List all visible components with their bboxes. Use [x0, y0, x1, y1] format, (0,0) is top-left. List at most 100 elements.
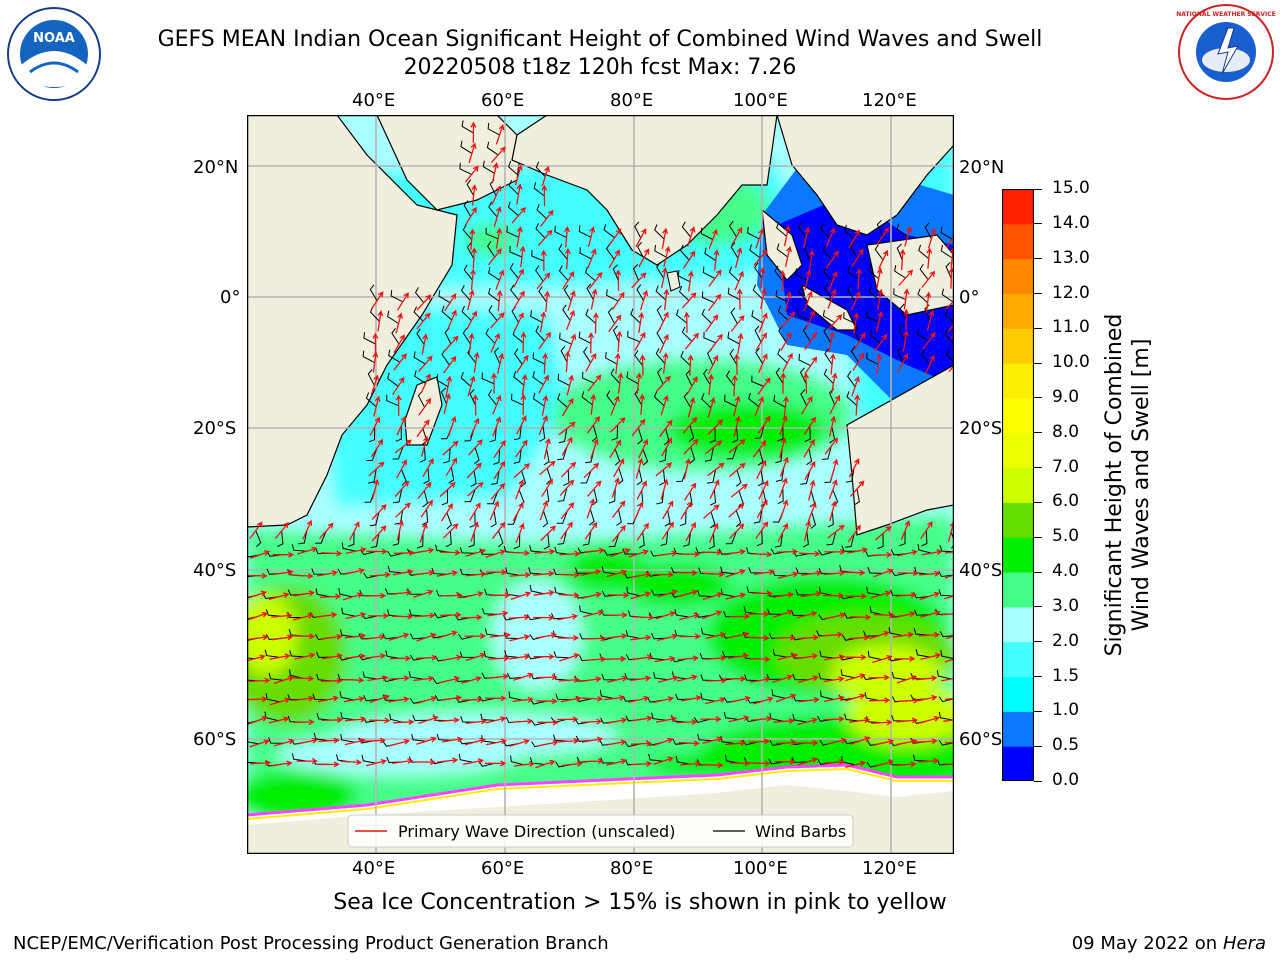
colorbar-cell [1002, 676, 1034, 712]
wind-barb [578, 225, 592, 238]
wave-direction-arrow [561, 436, 573, 456]
wind-barb [543, 448, 550, 466]
wave-direction-arrow [780, 311, 796, 329]
wind-barb [674, 608, 689, 618]
wave-direction-arrow [416, 632, 437, 642]
wind-barb [559, 332, 572, 345]
wave-direction-arrow [829, 394, 841, 415]
wave-direction-arrow [728, 523, 745, 540]
wave-direction-arrow [903, 308, 910, 331]
wave-direction-arrow [873, 568, 894, 578]
wind-barb [558, 243, 568, 260]
wind-barb [493, 449, 500, 465]
wind-barb [888, 627, 903, 637]
wind-barb [423, 467, 430, 484]
wave-direction-arrow [464, 206, 477, 226]
wind-barb [751, 310, 764, 324]
wind-barb [413, 351, 426, 365]
wave-direction-arrow [797, 757, 819, 766]
wind-barb [671, 671, 687, 680]
wind-barb [446, 512, 452, 530]
wave-direction-arrow [413, 675, 435, 682]
colorbar-tick-label: 0.0 [1052, 770, 1080, 790]
wave-direction-arrow [559, 653, 580, 662]
colorbar-tick-mark [1034, 223, 1042, 225]
wave-direction-arrow [922, 331, 936, 350]
wind-barb [468, 531, 475, 548]
wind-barb [490, 510, 497, 528]
wave-direction-arrow [631, 654, 654, 661]
wave-direction-arrow [756, 499, 768, 519]
wind-barb [393, 489, 403, 504]
wave-direction-arrow [272, 551, 295, 558]
wave-direction-arrow [736, 288, 743, 310]
wind-barb [653, 671, 668, 681]
wave-direction-arrow [655, 610, 676, 620]
wave-direction-arrow [540, 249, 547, 272]
wave-direction-arrow [293, 695, 315, 702]
wave-direction-arrow [580, 676, 602, 683]
wave-direction-arrow [439, 549, 462, 556]
wind-barb [802, 531, 809, 548]
wave-direction-arrow [734, 270, 744, 291]
wave-direction-arrow [872, 655, 893, 664]
wave-direction-arrow [364, 634, 386, 641]
wave-direction-arrow [320, 550, 343, 557]
wave-direction-arrow [845, 673, 866, 682]
wind-barb [899, 530, 906, 547]
wave-direction-arrow [292, 573, 314, 579]
wave-direction-arrow [371, 291, 384, 310]
wind-barb [701, 291, 715, 304]
wind-barb [479, 548, 495, 555]
wave-direction-arrow [870, 590, 892, 599]
wave-direction-arrow [247, 634, 269, 641]
wind-barb [940, 226, 953, 240]
wave-direction-arrow [467, 375, 476, 397]
wave-direction-arrow [465, 652, 486, 662]
wave-direction-arrow [495, 227, 503, 249]
wind-barb [869, 329, 881, 344]
wave-direction-arrow [707, 396, 716, 418]
wind-barb [341, 607, 356, 617]
wave-direction-arrow [511, 718, 534, 725]
wind-barb [529, 545, 545, 553]
wind-barb [845, 533, 855, 548]
colorbar-cell [1002, 293, 1034, 329]
colorbar-tick-label: 10.0 [1052, 352, 1090, 373]
lat-label-right: 20°N [959, 157, 1005, 178]
lon-label-bottom: 40°E [352, 858, 396, 879]
wave-direction-arrow [394, 439, 412, 454]
wind-barb [553, 651, 569, 659]
wave-direction-arrow [687, 270, 694, 292]
colorbar-tick-label: 9.0 [1052, 386, 1080, 407]
wave-direction-arrow [485, 738, 508, 746]
wave-direction-arrow [779, 437, 787, 458]
wind-barb [634, 221, 642, 239]
wind-barb [366, 448, 378, 461]
wind-barb [657, 367, 664, 385]
wave-direction-arrow [538, 331, 552, 350]
wave-direction-arrow [443, 335, 459, 352]
wind-barb [506, 225, 519, 238]
wave-direction-arrow [541, 165, 550, 187]
wave-direction-arrow [274, 522, 289, 540]
wave-direction-arrow [638, 248, 650, 268]
wind-barb [582, 531, 592, 546]
wave-direction-arrow [918, 631, 941, 638]
wind-barb [607, 307, 616, 324]
wind-barb [463, 200, 472, 217]
wave-direction-arrow [345, 611, 367, 620]
lon-label-top: 40°E [352, 90, 396, 111]
wind-barb [458, 634, 475, 640]
wave-direction-arrow [759, 267, 766, 289]
wave-direction-arrow [558, 592, 580, 599]
lon-label-bottom: 60°E [481, 858, 525, 879]
colorbar-tick-mark [1034, 467, 1042, 469]
wave-direction-arrow [876, 353, 883, 375]
wave-direction-arrow [733, 415, 741, 437]
wind-barb [436, 374, 449, 388]
wind-barb [724, 754, 740, 764]
wind-barb [704, 447, 714, 462]
wave-direction-arrow [725, 740, 747, 747]
wave-direction-arrow [422, 458, 434, 477]
